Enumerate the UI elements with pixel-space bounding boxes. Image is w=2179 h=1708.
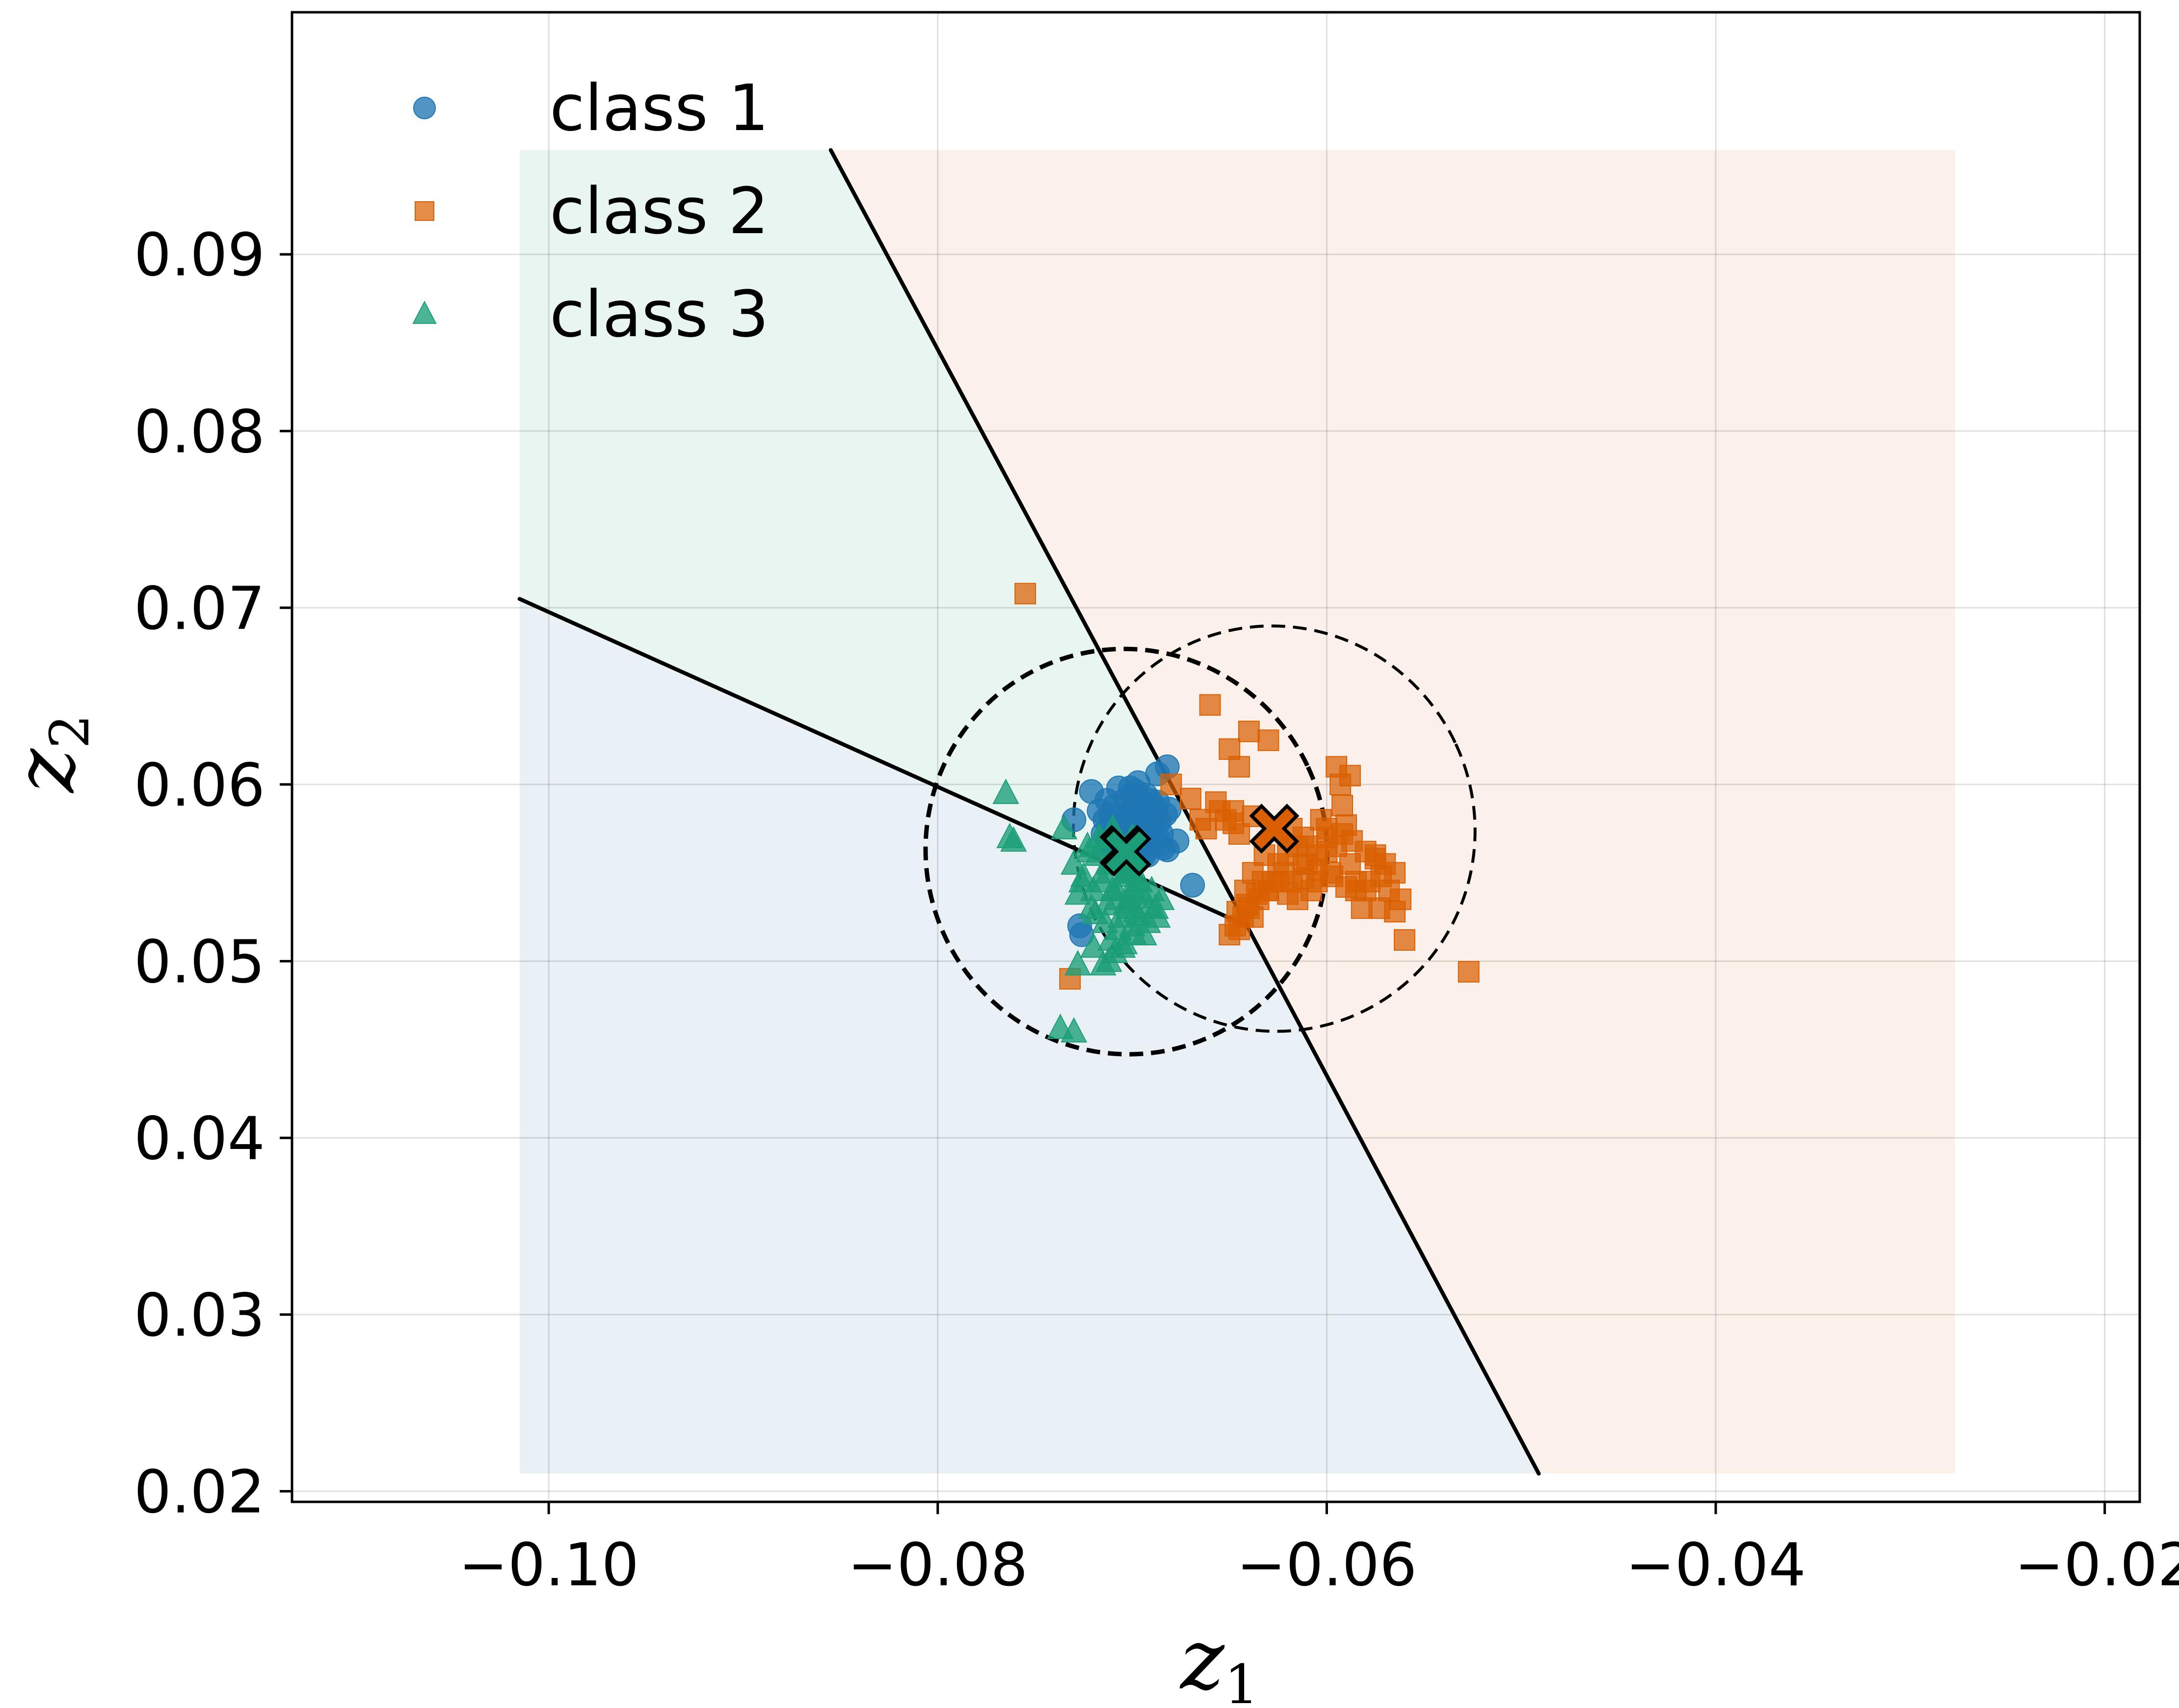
region-class-1	[519, 599, 1539, 1474]
data-point	[1122, 882, 1150, 908]
x-axis: −0.10 −0.08 −0.06 −0.04 −0.02	[458, 1502, 2179, 1600]
data-point	[1109, 932, 1136, 958]
y-axis-label: z2	[0, 714, 101, 794]
data-point	[1355, 880, 1377, 902]
y-tick-label: 0.07	[134, 575, 265, 643]
confidence-ellipse-class-3	[923, 646, 1329, 1057]
x-tick-label: −0.06	[1237, 1531, 1417, 1600]
y-tick-label: 0.09	[134, 221, 265, 290]
y-tick-label: 0.03	[134, 1281, 265, 1350]
data-point	[1306, 844, 1328, 866]
data-point	[1257, 729, 1279, 751]
data-point	[1090, 950, 1116, 976]
centroid-marker-class-2	[1249, 803, 1300, 854]
data-point	[1257, 880, 1279, 902]
x-tick-label: −0.02	[2015, 1531, 2179, 1600]
data-point	[1292, 867, 1314, 889]
data-point	[1384, 901, 1406, 923]
data-point	[1329, 774, 1352, 796]
legend: class 1 class 2 class 3	[412, 71, 769, 351]
legend-marker-class-3	[412, 300, 437, 324]
data-point	[1370, 865, 1392, 887]
data-point	[1165, 828, 1190, 854]
legend-marker-class-2	[415, 201, 434, 221]
data-point	[1147, 809, 1172, 834]
data-point	[1014, 583, 1036, 605]
plot-frame	[291, 11, 2141, 1503]
data-point	[1180, 873, 1205, 898]
data-point	[1228, 918, 1250, 940]
x-tick-label: −0.08	[848, 1531, 1028, 1600]
data-point	[992, 778, 1019, 804]
data-point	[1068, 867, 1095, 893]
data-point	[1082, 899, 1109, 924]
x-tick-label: −0.10	[458, 1531, 639, 1600]
x-tick-label: −0.04	[1625, 1531, 1806, 1600]
centroid-layer	[1099, 803, 1300, 877]
data-point	[1133, 782, 1159, 808]
decision-boundary	[1245, 924, 1541, 1476]
data-point	[1148, 884, 1175, 910]
data-point	[1160, 774, 1182, 796]
data-point	[1234, 880, 1256, 902]
y-axis: 0.02 0.03 0.04 0.05 0.06 0.07 0.08 0.09	[134, 221, 292, 1526]
centroid-marker-class-3	[1101, 827, 1152, 877]
legend-label-class-1: class 1	[550, 71, 769, 145]
x-axis-label: z1	[1179, 1611, 1259, 1708]
data-point	[1458, 961, 1480, 983]
data-point	[1064, 950, 1091, 976]
points-layer	[992, 583, 1480, 1043]
data-point	[1180, 788, 1201, 810]
legend-label-class-3: class 3	[550, 277, 769, 351]
data-point	[1094, 788, 1119, 813]
data-point	[1199, 694, 1221, 716]
data-point	[1130, 920, 1157, 946]
data-point	[1074, 831, 1101, 857]
data-point	[1000, 826, 1027, 852]
series-class-2	[1014, 583, 1480, 990]
data-point	[1316, 818, 1338, 840]
region-class-2	[830, 150, 1955, 1474]
data-point	[1228, 756, 1250, 778]
y-tick-label: 0.05	[134, 928, 265, 996]
data-point	[1136, 893, 1163, 919]
region-layer	[519, 150, 1955, 1474]
data-point	[1051, 814, 1078, 840]
data-point	[1080, 932, 1107, 958]
legend-label-class-2: class 2	[550, 174, 769, 248]
region-class-3	[519, 150, 1247, 926]
decision-boundary	[828, 148, 1249, 928]
y-tick-label: 0.06	[134, 751, 265, 820]
y-tick-label: 0.04	[134, 1105, 265, 1173]
data-point	[1394, 929, 1415, 951]
data-point	[1061, 1017, 1088, 1043]
legend-marker-class-1	[413, 97, 436, 119]
series-class-3	[992, 778, 1175, 1043]
data-point	[1331, 795, 1354, 817]
data-point	[1195, 818, 1217, 840]
grid-layer	[292, 12, 2140, 1502]
y-tick-label: 0.02	[134, 1458, 265, 1526]
y-tick-label: 0.08	[134, 398, 265, 466]
data-point	[1238, 721, 1260, 743]
data-point	[1103, 876, 1130, 902]
data-point	[1222, 800, 1245, 822]
data-point	[1242, 862, 1264, 884]
